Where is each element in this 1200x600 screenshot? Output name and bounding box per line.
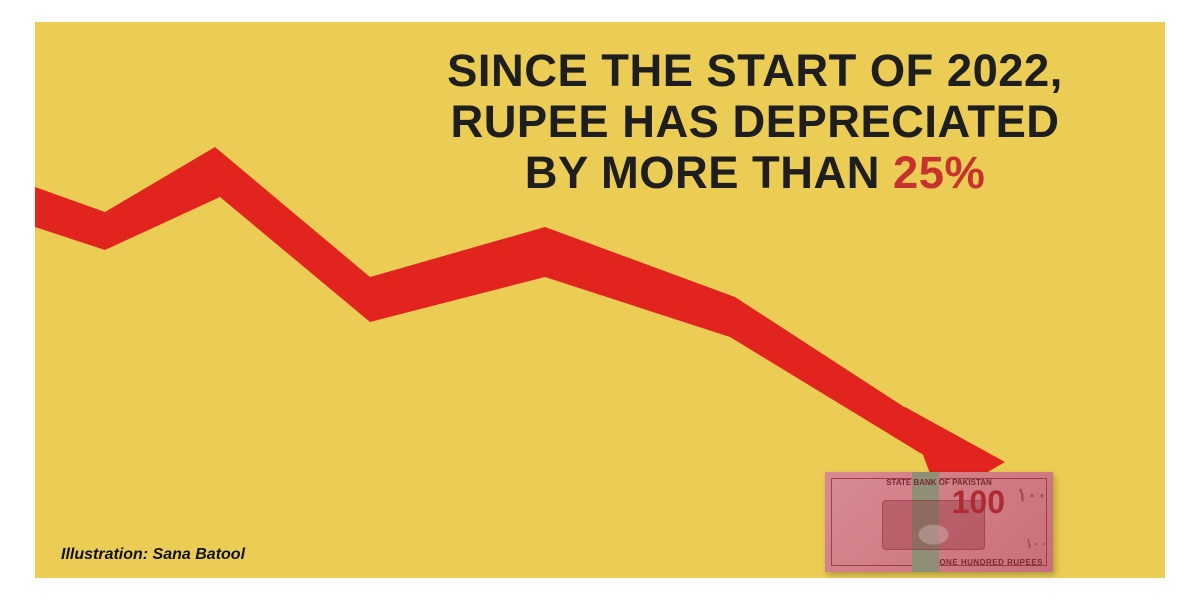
headline-line3: BY MORE THAN 25% (405, 148, 1105, 199)
headline-emphasis: 25% (893, 147, 985, 198)
banknote-denomination-text: ONE HUNDRED RUPEES (939, 558, 1043, 567)
headline: SINCE THE START OF 2022, RUPEE HAS DEPRE… (405, 46, 1105, 198)
infographic-canvas: SINCE THE START OF 2022, RUPEE HAS DEPRE… (35, 22, 1165, 578)
headline-line3-prefix: BY MORE THAN (525, 147, 893, 198)
banknote-100-rupee: STATE BANK OF PAKISTAN 100 ۱۰۰ ۱۰۰ ONE H… (825, 472, 1053, 572)
headline-line2: RUPEE HAS DEPRECIATED (405, 97, 1105, 148)
illustration-credit: Illustration: Sana Batool (61, 546, 245, 564)
headline-line1: SINCE THE START OF 2022, (405, 46, 1105, 97)
banknote-value: 100 (952, 486, 1005, 518)
banknote-urdu-top: ۱۰۰ (1017, 486, 1047, 505)
banknote-urdu-bottom: ۱۰۰ (1026, 537, 1047, 550)
